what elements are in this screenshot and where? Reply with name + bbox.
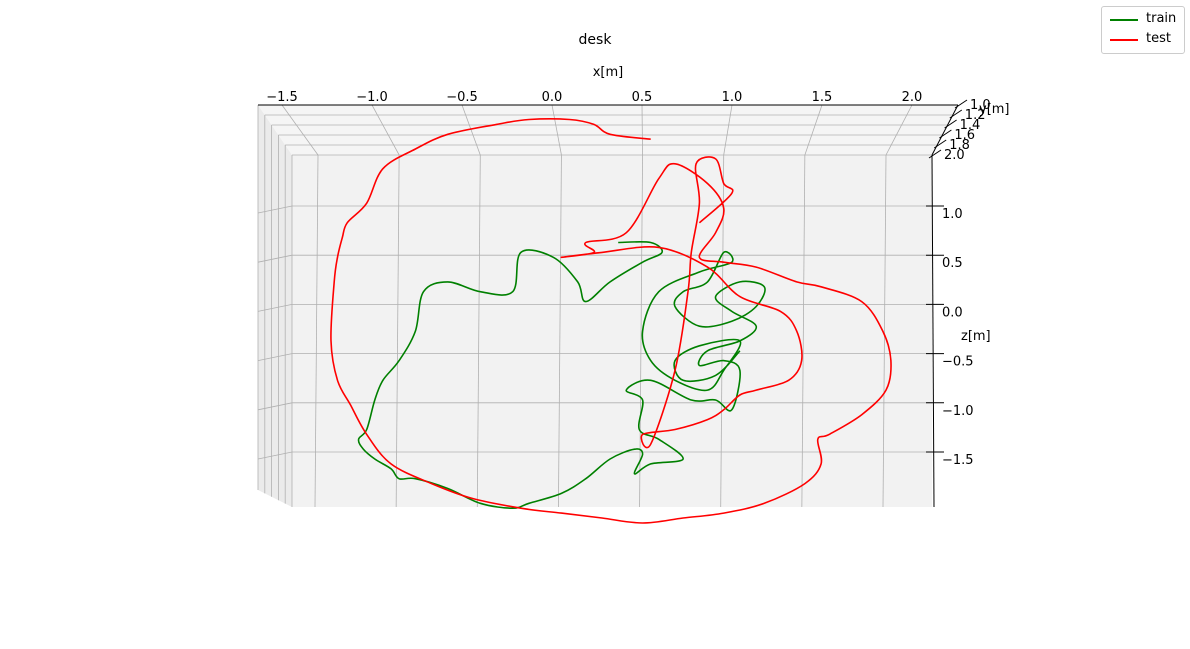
series-layer	[330, 118, 892, 524]
legend-label-train: train	[1146, 11, 1177, 26]
x-grid-line	[476, 154, 481, 508]
y-tick-label: 1.2	[965, 108, 986, 123]
legend-swatch-test	[1110, 39, 1138, 41]
x-tick-label: 1.0	[722, 90, 743, 105]
x-grid-slant	[371, 104, 400, 156]
x-grid-line	[314, 154, 319, 508]
y-tick-label: 2.0	[944, 148, 965, 163]
x-tick-label: 0.0	[542, 90, 563, 105]
x-tick-label: −1.0	[356, 90, 388, 105]
top-pane	[258, 105, 958, 155]
y-tick-mark	[939, 129, 952, 139]
z-tick-label: 0.5	[942, 256, 963, 271]
x-grid-slant	[461, 104, 481, 156]
y-tick-label: 1.4	[960, 118, 981, 133]
y-tick-label: 1.8	[949, 138, 970, 153]
grid-lines	[257, 104, 958, 508]
z-grid-slant	[257, 205, 293, 214]
x-grid-line	[558, 154, 562, 508]
x-grid-slant	[804, 104, 823, 156]
legend-entry-test: test	[1102, 30, 1184, 50]
y-tick-mark	[944, 119, 957, 129]
z-grid-slant	[257, 353, 293, 361]
tick-labels: −1.5 −1.0 −0.5 0.0 0.5 1.0 1.5 2.0 1.0 0.5 0.0 −0.5…	[266, 90, 990, 468]
tick-marks	[926, 99, 968, 453]
y-tick-mark	[928, 149, 942, 159]
z-grid-slant	[257, 254, 293, 263]
legend: train test	[1101, 6, 1185, 54]
z-tick-label: −0.5	[942, 355, 974, 370]
legend-label-test: test	[1146, 31, 1171, 46]
x-grid-line	[395, 154, 400, 508]
y-tick-mark	[933, 139, 947, 149]
z-tick-label: −1.5	[942, 453, 974, 468]
x-grid-slant	[551, 104, 562, 156]
y-tick-label: 1.6	[954, 128, 975, 143]
x-grid-line	[882, 154, 887, 508]
chart-title: desk	[579, 32, 613, 48]
z-axis-line	[931, 154, 935, 508]
x-tick-label: −1.5	[266, 90, 298, 105]
z-grid-slant	[257, 451, 293, 460]
x-tick-label: 1.5	[812, 90, 833, 105]
side-pane	[258, 105, 292, 507]
z-grid-slant	[257, 402, 293, 411]
y-tick-label: 1.0	[970, 98, 991, 113]
x-grid-line	[639, 154, 643, 508]
y-tick-mark	[954, 99, 968, 109]
x-tick-label: −0.5	[446, 90, 478, 105]
z-tick-label: 0.0	[942, 305, 963, 320]
legend-swatch-train	[1110, 19, 1138, 21]
x-grid-slant	[885, 104, 913, 156]
x-grid-slant	[281, 104, 319, 156]
x-tick-label: 2.0	[902, 90, 923, 105]
z-tick-label: −1.0	[942, 404, 974, 419]
x-grid-slant	[641, 104, 643, 156]
legend-entry-train: train	[1102, 10, 1184, 30]
x-grid-line	[801, 154, 806, 508]
axes-panes	[258, 105, 958, 507]
z-axis-label: z[m]	[961, 329, 991, 344]
series-line-test	[330, 118, 892, 524]
y-tick-mark	[949, 109, 963, 119]
z-tick-label: 1.0	[942, 207, 963, 222]
x-tick-label: 0.5	[632, 90, 653, 105]
z-grid-slant	[257, 304, 293, 312]
back-pane	[292, 155, 932, 507]
y-axis-label: y[m]	[979, 102, 1010, 117]
x-grid-slant	[723, 104, 733, 156]
x-axis-label: x[m]	[593, 65, 624, 80]
